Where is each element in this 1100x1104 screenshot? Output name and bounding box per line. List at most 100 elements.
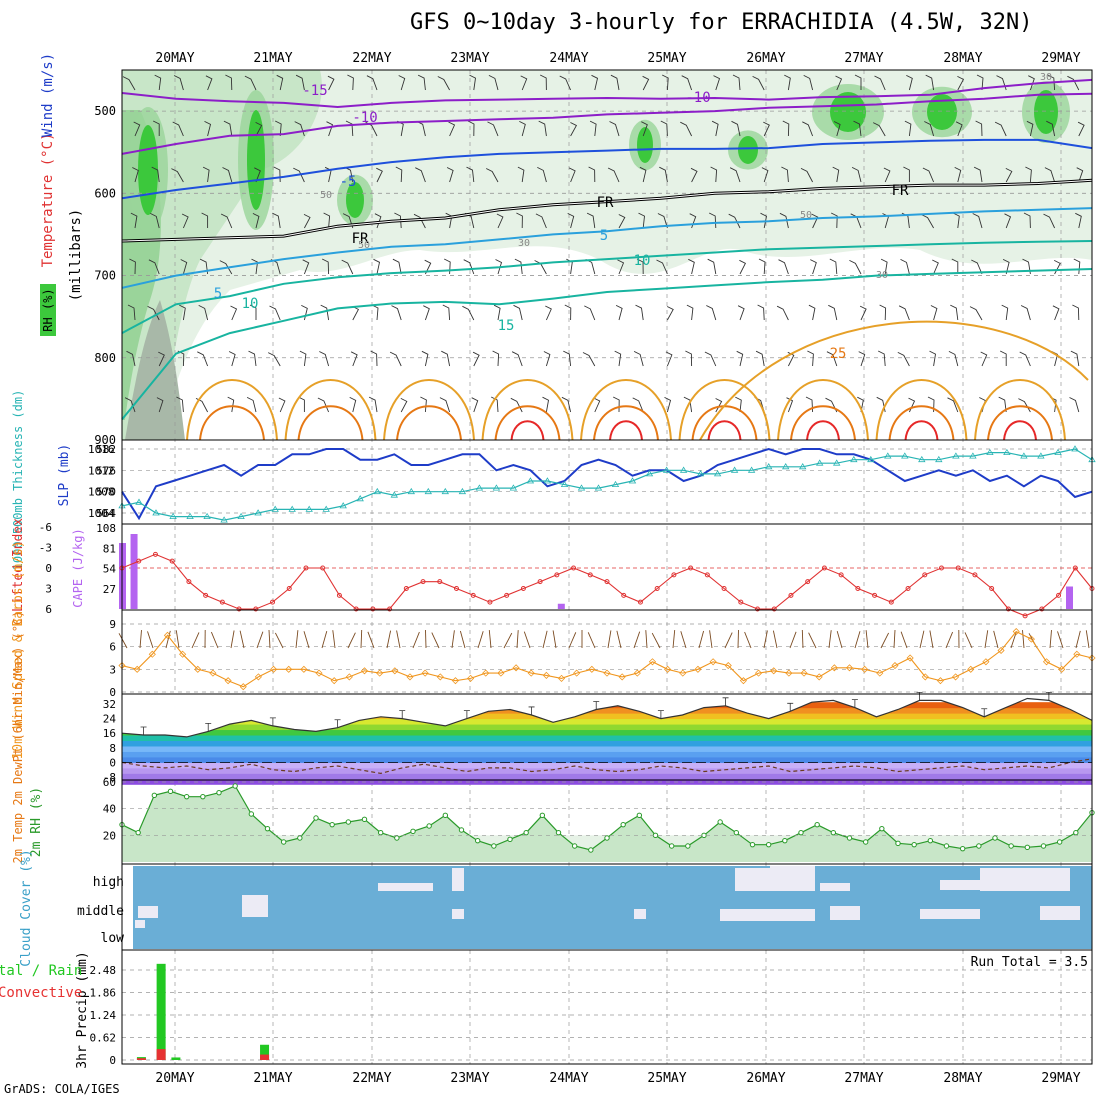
precip-ytick: 1.24 bbox=[90, 1009, 117, 1022]
wind-barb-surface bbox=[946, 632, 953, 648]
wind-ytick: 3 bbox=[109, 663, 116, 676]
temp-colour-band bbox=[122, 746, 1092, 752]
rh2m-marker bbox=[831, 830, 835, 834]
wind-barb-surface bbox=[296, 630, 298, 648]
rh2m-marker bbox=[184, 794, 188, 798]
rh2m-marker bbox=[783, 838, 787, 842]
temp-ytick: 0 bbox=[109, 756, 116, 769]
temp-ytick: 8 bbox=[109, 742, 116, 755]
rh-contour-label: 50 bbox=[358, 240, 370, 251]
contour-label: 25 bbox=[830, 346, 847, 362]
rh2m-marker bbox=[1009, 844, 1013, 848]
wind-barb-surface bbox=[681, 631, 686, 648]
rh2m-marker bbox=[540, 813, 544, 817]
wind-barb-surface bbox=[231, 631, 234, 649]
rh2m-marker bbox=[1074, 830, 1078, 834]
wind-barb-surface bbox=[1076, 631, 1080, 648]
temp-ytick: 24 bbox=[103, 713, 117, 726]
top-date-label: 29MAY bbox=[1041, 51, 1080, 66]
precip-conv-bar bbox=[137, 1058, 146, 1060]
wind-barb-surface bbox=[304, 631, 309, 648]
precip-ytick: 2.48 bbox=[90, 964, 117, 977]
rh2m-marker bbox=[362, 817, 366, 821]
panel-frame bbox=[122, 610, 1092, 694]
rh-blob-core bbox=[1034, 90, 1058, 134]
wind-barb-surface bbox=[652, 633, 660, 648]
rh2m-marker bbox=[1057, 840, 1061, 844]
rh2m-marker bbox=[395, 836, 399, 840]
rh2m-marker bbox=[944, 844, 948, 848]
cloud-cell bbox=[135, 920, 145, 928]
precip-total-bar bbox=[171, 1057, 180, 1060]
cloud-ytick: low bbox=[101, 931, 125, 946]
rh2m-ytick: 20 bbox=[103, 829, 116, 842]
rh-contour-label: 50 bbox=[800, 210, 812, 221]
rh2m-marker bbox=[605, 836, 609, 840]
run-total-label: Run Total = 3.5 bbox=[971, 955, 1088, 970]
rh2m-marker bbox=[718, 820, 722, 824]
rh2m-marker bbox=[330, 822, 334, 826]
temp-colour-band bbox=[122, 751, 1092, 757]
cloud-cell bbox=[980, 868, 1070, 891]
bottom-date-label: 24MAY bbox=[549, 1071, 588, 1086]
rh2m-marker bbox=[298, 836, 302, 840]
cloud-cell bbox=[242, 895, 268, 917]
precip-total-bar bbox=[157, 964, 166, 1060]
temp-ytick: 16 bbox=[103, 727, 116, 740]
top-date-label: 27MAY bbox=[844, 51, 883, 66]
rh2m-marker bbox=[766, 842, 770, 846]
wind-barb-surface bbox=[809, 633, 816, 648]
wind-barb-surface bbox=[413, 632, 419, 648]
rh2m-marker bbox=[1025, 845, 1029, 849]
wind-barb-surface bbox=[140, 630, 142, 648]
wind-barb-surface bbox=[553, 630, 556, 648]
wind-barb-surface bbox=[1058, 631, 1064, 648]
wind-barb-surface bbox=[452, 630, 454, 648]
rh2m-ytick: 60 bbox=[103, 776, 116, 789]
wind-speed-line bbox=[122, 632, 1092, 687]
rh-contour-label: 30 bbox=[518, 238, 530, 249]
wind-barb-surface bbox=[119, 633, 127, 648]
rh-blob-core bbox=[637, 127, 653, 163]
rh2m-marker bbox=[572, 844, 576, 848]
top-date-label: 23MAY bbox=[450, 51, 489, 66]
rh2m-marker bbox=[912, 842, 916, 846]
rh-blob-core bbox=[738, 136, 758, 164]
axis-label-temp2m: 2m Temp 2m DewPt (6hr Min/Max) (°C) bbox=[11, 611, 25, 864]
top-date-label: 20MAY bbox=[155, 51, 194, 66]
wind-barb-surface bbox=[745, 632, 751, 648]
cape-ytick: 27 bbox=[103, 583, 116, 596]
wind-barb-surface bbox=[148, 631, 154, 648]
wind-barb-surface bbox=[460, 631, 465, 648]
top-date-label: 24MAY bbox=[549, 51, 588, 66]
wind-barb-surface bbox=[608, 630, 611, 648]
wind-barb-surface bbox=[673, 630, 675, 648]
rh2m-marker bbox=[492, 844, 496, 848]
bottom-date-label: 20MAY bbox=[155, 1071, 194, 1086]
rh-blob-core bbox=[830, 92, 866, 132]
bottom-date-label: 28MAY bbox=[943, 1071, 982, 1086]
rh2m-marker bbox=[750, 842, 754, 846]
rh2m-marker bbox=[508, 837, 512, 841]
rh2m-marker bbox=[734, 830, 738, 834]
rh2m-marker bbox=[265, 826, 269, 830]
wind-barb-surface bbox=[920, 631, 924, 648]
upper-ytick: 500 bbox=[94, 104, 116, 118]
rh2m-marker bbox=[960, 846, 964, 850]
top-date-label: 28MAY bbox=[943, 51, 982, 66]
wind-barb-surface bbox=[240, 631, 244, 648]
rh2m-marker bbox=[993, 836, 997, 840]
axis-label-cloud: Cloud Cover (%) bbox=[19, 849, 34, 966]
wind-barb-surface bbox=[517, 630, 518, 648]
rh-contour-label: 30 bbox=[1040, 72, 1052, 83]
li-ytick: 3 bbox=[45, 583, 52, 596]
chart-title: GFS 0~10day 3-hourly for ERRACHIDIA (4.5… bbox=[410, 10, 1033, 35]
wind-barb-surface bbox=[901, 632, 907, 648]
rh2m-marker bbox=[896, 841, 900, 845]
rh2m-marker bbox=[168, 789, 172, 793]
precip-conv-bar bbox=[157, 1049, 166, 1060]
upper-ytick: 700 bbox=[94, 269, 116, 283]
wind-barb-surface bbox=[617, 631, 621, 648]
bottom-date-label: 21MAY bbox=[253, 1071, 292, 1086]
cloud-cell bbox=[452, 909, 464, 919]
